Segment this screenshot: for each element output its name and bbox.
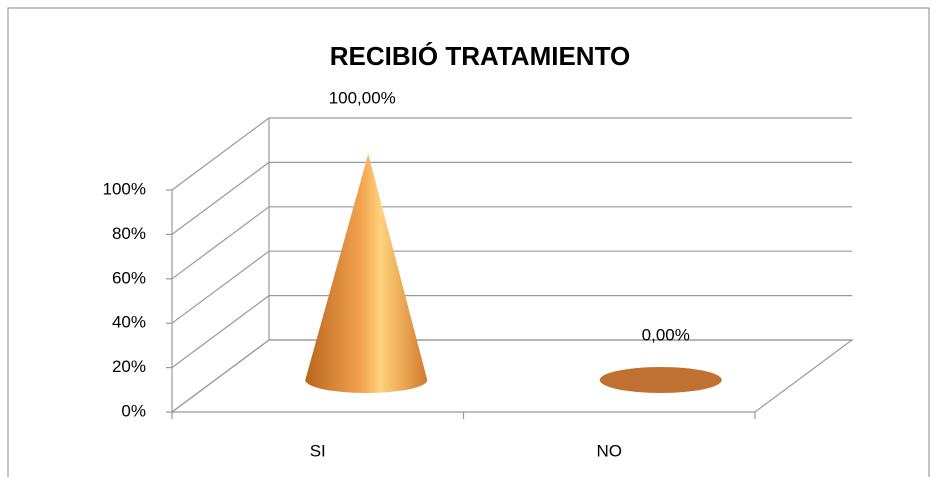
y-tick-label: 60% [112,268,146,287]
value-label: 100,00% [329,88,396,107]
x-tick-label: SI [310,441,326,460]
cone [305,154,428,393]
y-tick-label: 0% [121,401,146,420]
grid-line [171,206,852,280]
y-tick-label: 100% [103,179,146,198]
chart-border [7,7,930,477]
grid-line [171,117,852,191]
grid-line [171,295,852,369]
y-tick-label: 80% [112,224,146,243]
grid-line [171,161,852,235]
floor [170,339,854,413]
value-label: 0,00% [642,325,690,344]
chart-title: RECIBIÓ TRATAMIENTO [330,41,630,71]
y-tick-label: 40% [112,313,146,332]
grid-line [171,339,852,413]
cone [599,367,722,393]
grid-line [171,250,852,324]
y-tick-label: 20% [112,357,146,376]
x-tick-label: NO [597,441,623,460]
